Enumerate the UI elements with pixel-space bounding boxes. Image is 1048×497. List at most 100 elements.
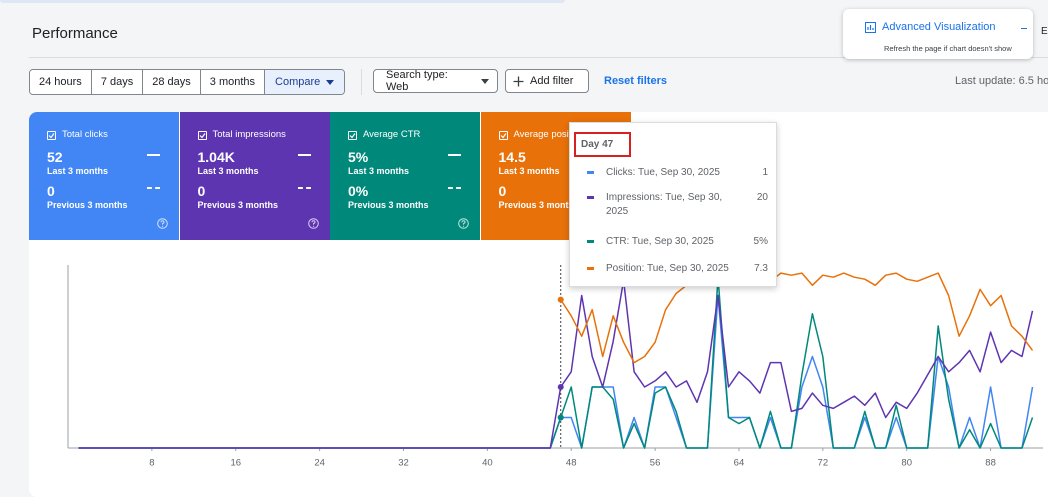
tooltip-value: 20 [756,192,768,203]
x-tick-label: 80 [901,458,912,469]
search-type-button[interactable]: Search type: Web [373,69,498,93]
plus-icon [513,76,524,86]
checkbox[interactable] [348,131,357,140]
checkbox[interactable] [47,131,56,140]
series-key [587,171,594,174]
compare-value: 0 [47,183,55,199]
metric-value: 14.5 [498,149,526,165]
series-line [78,294,1034,449]
metric-value: 1.04K [197,149,235,165]
x-tick-label: 40 [482,458,493,469]
x-tick-label: 56 [650,458,661,469]
top-bar [0,0,565,3]
add-filter-button[interactable]: Add filter [505,69,589,93]
hover-point [557,414,564,421]
filter-label: Compare [275,76,321,88]
x-tick-label: 64 [734,458,745,469]
tooltip-value: 7.3 [754,263,768,274]
compare-period: Previous 3 months [498,200,580,210]
chart-tooltip: Day 47 Clicks: Tue, Sep 30, 2025 1 Impress… [569,122,777,287]
filter-label: 3 months [209,76,256,88]
metric-period: Last 3 months [197,166,259,176]
series-key [587,240,594,243]
metric-label: Total impressions [212,129,286,140]
checkbox[interactable] [498,131,508,140]
dashed-line-key [448,187,461,189]
metric-value: 5% [348,149,369,165]
metric-card[interactable]: Total clicks 52 Last 3 months 0 Previous 3 m… [29,112,179,240]
dashed-line-key [297,187,311,189]
metric-period: Last 3 months [47,166,109,176]
series-line [78,276,1034,449]
metric-card[interactable]: Total impressions 1.04K Last 3 months 0 Prev… [179,112,330,240]
tooltip-title: Day 47 [574,132,631,157]
compare-button[interactable]: Compare [265,70,345,94]
filter-label: 28 days [152,76,191,88]
filter-button[interactable]: 24 hours [30,70,92,94]
solid-line-key [448,154,461,156]
reset-filters-link[interactable]: Reset filters [604,75,667,87]
solid-line-key [297,154,311,156]
check-mark [48,133,55,139]
x-tick-label: 16 [230,458,241,469]
help-icon[interactable] [307,216,319,234]
metric-period: Last 3 months [498,166,560,176]
help-icon[interactable] [458,216,469,234]
help-icon[interactable] [157,216,168,234]
x-tick-label: 8 [149,458,154,469]
tooltip-label: Position: Tue, Sep 30, 2025 [606,263,729,274]
compare-value: 0% [348,183,369,199]
solid-line-key [147,154,160,156]
x-tick-label: 88 [985,458,996,469]
dropdown-arrow [481,78,489,84]
minimize-icon[interactable] [1021,28,1027,29]
filter-button[interactable]: 7 days [91,70,144,94]
date-filters: 24 hours 7 days 28 days 3 months Compare [29,69,346,95]
dashed-line-key [147,187,160,189]
tooltip-label: Impressions: Tue, Sep 30, 2025 [606,192,723,217]
tooltip-label: Clicks: Tue, Sep 30, 2025 [606,167,720,178]
search-type-label: Search type: Web [386,69,448,93]
hover-point [557,384,564,390]
popup-title[interactable]: Advanced Visualization [882,21,996,33]
hover-point [557,296,564,303]
series-line [560,272,1034,364]
compare-period: Previous 3 months [197,200,279,210]
add-filter-label: Add filter [530,75,574,87]
tooltip-label: CTR: Tue, Sep 30, 2025 [606,236,714,247]
series-key [587,196,594,199]
check-mark [500,133,506,139]
last-update: Last update: 6.5 ho [955,75,1048,87]
filter-label: 7 days [100,76,134,88]
filter-label: 24 hours [39,76,82,88]
x-tick-label: 32 [398,458,409,469]
chart-icon [865,22,876,33]
x-tick-label: 72 [818,458,829,469]
checkbox[interactable] [197,131,207,140]
metric-card[interactable]: Average CTR 5% Last 3 months 0% Previous 3 m… [330,112,480,240]
filter-button[interactable]: 3 months [200,70,266,94]
help-glyph [307,218,319,229]
metric-period: Last 3 months [348,166,410,176]
help-glyph [458,218,469,229]
filter-button[interactable]: 28 days [143,70,201,94]
help-glyph [157,218,168,229]
metric-label: Average position [513,129,585,140]
metric-label: Average CTR [363,129,421,140]
compare-period: Previous 3 months [348,200,429,210]
dropdown-arrow [326,79,335,85]
x-tick-label: 24 [314,458,325,469]
separator [361,69,362,95]
advanced-visualization-popup: Advanced Visualization Refresh the page … [843,9,1033,59]
page-title: Performance [32,25,118,42]
compare-period: Previous 3 months [47,200,128,210]
divider [29,57,1048,58]
metric-label: Total clicks [62,129,108,140]
series-line [78,279,1034,449]
x-tick-label: 48 [566,458,577,469]
cut-off-text: E [1041,26,1048,37]
series-key [587,267,594,270]
